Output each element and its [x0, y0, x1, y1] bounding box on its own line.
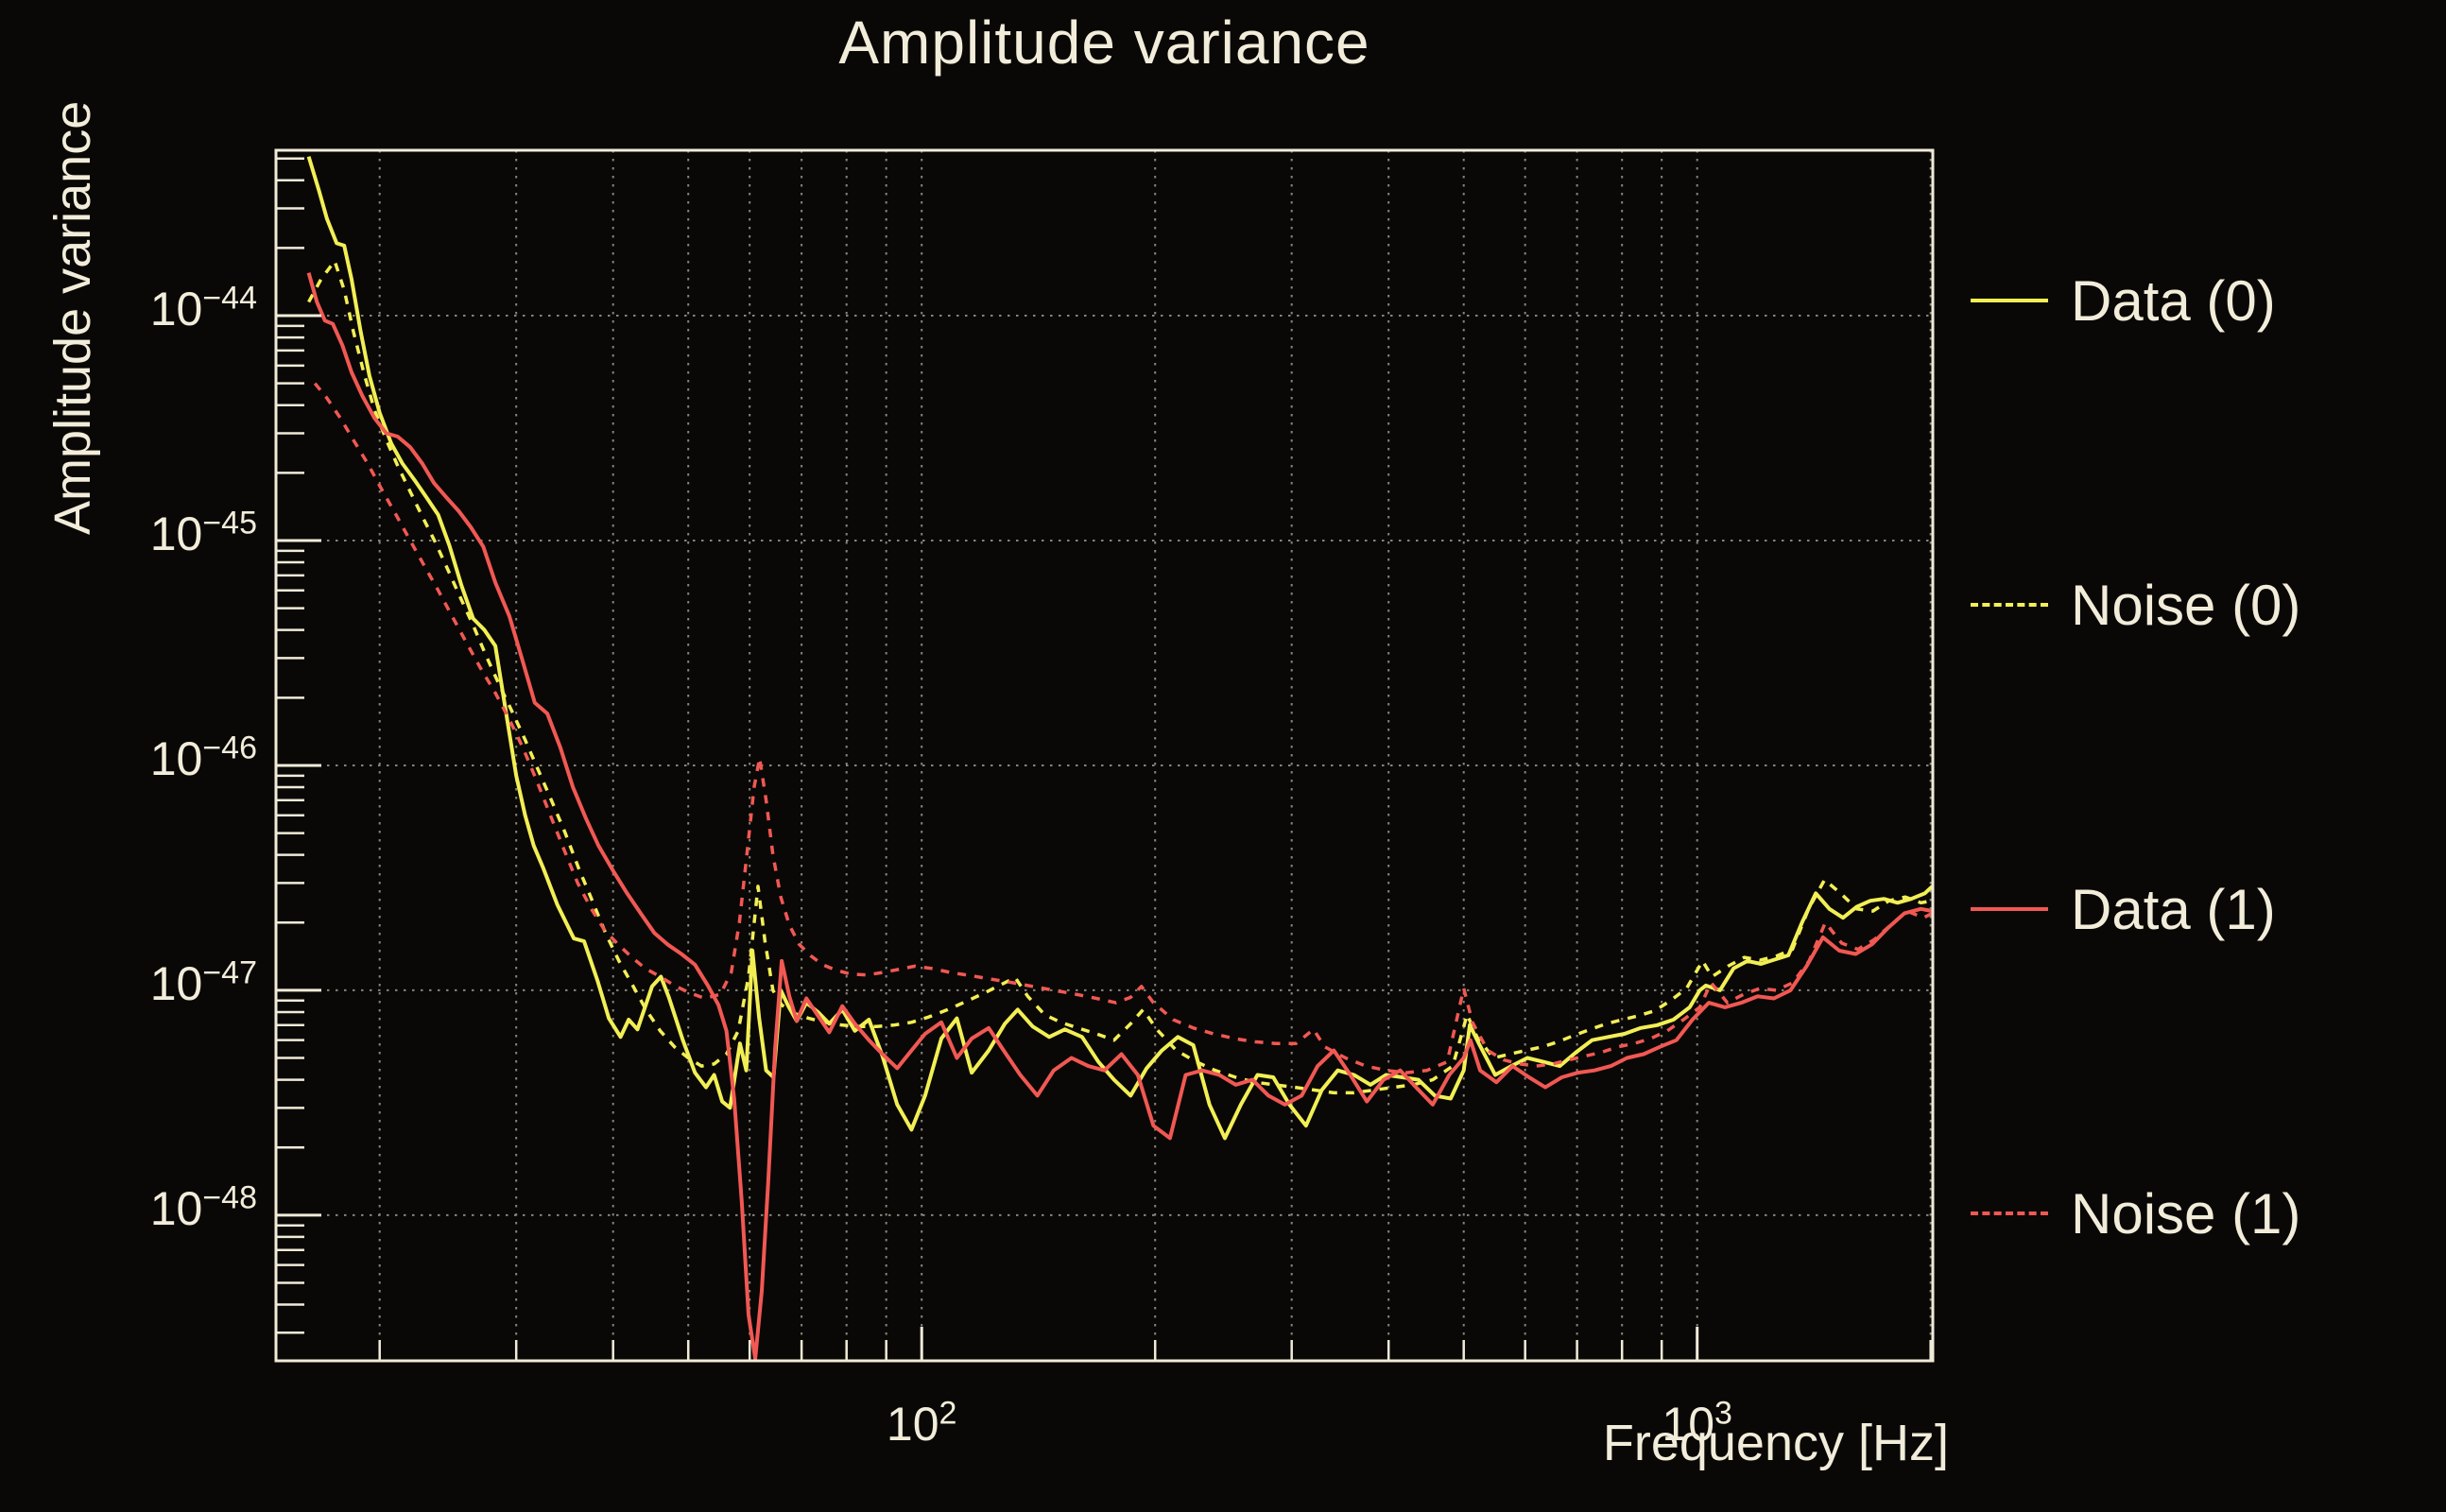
x-tick-label-1e3: 103 [1662, 1395, 1732, 1451]
plot-frame [274, 148, 1935, 1363]
legend-swatch-noise-1 [1971, 1211, 2048, 1215]
legend-item-noise-0: Noise (0) [1971, 562, 2300, 647]
y-tick-label-1e-46: 10−46 [149, 730, 257, 785]
series-curve-2 [306, 272, 1933, 1361]
y-tick-label-1e-45: 10−45 [149, 505, 257, 560]
legend-item-data-1: Data (1) [1971, 867, 2276, 952]
legend-item-noise-1: Noise (1) [1971, 1171, 2300, 1256]
legend-label-noise-0: Noise (0) [2071, 573, 2301, 637]
legend-item-data-0: Data (0) [1971, 258, 2276, 343]
legend-swatch-data-0 [1971, 299, 2048, 302]
y-tick-label-1e-48: 10−48 [149, 1179, 257, 1235]
legend-label-data-1: Data (1) [2071, 877, 2276, 941]
series-curve-1 [307, 259, 1933, 1095]
legend-label-noise-1: Noise (1) [2071, 1181, 2301, 1246]
y-tick-label-1e-47: 10−47 [149, 954, 257, 1010]
y-axis-title: Amplitude variance [44, 100, 101, 535]
x-axis-title: Frequency [Hz] [1602, 1415, 1949, 1471]
legend-label-data-0: Data (0) [2071, 268, 2276, 333]
x-tick-label-1e2: 102 [886, 1395, 957, 1451]
legend-swatch-data-1 [1971, 907, 2048, 911]
legend: Data (0) Noise (0) Data (1) Noise (1) [1971, 0, 2443, 1512]
y-tick-label-1e-44: 10−44 [149, 280, 257, 336]
chart-title: Amplitude variance [838, 9, 1370, 77]
legend-swatch-noise-0 [1971, 603, 2048, 607]
series-curve-3 [313, 382, 1933, 1074]
